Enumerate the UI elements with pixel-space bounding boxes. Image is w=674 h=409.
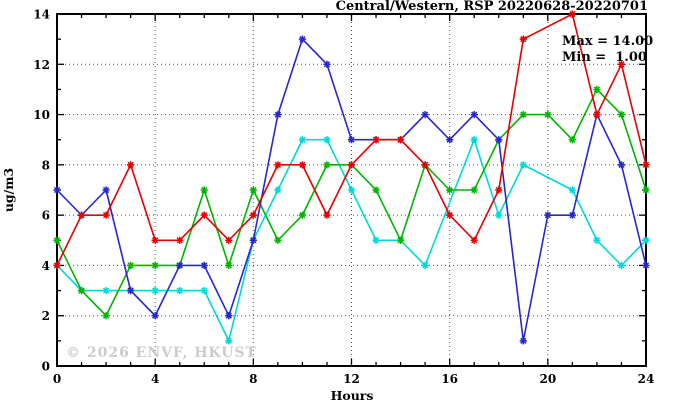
svg-text:4: 4 [151,372,159,386]
svg-text:2: 2 [42,309,50,323]
rsp-red [53,10,650,270]
legend-max-value: Max = 14.00 [562,34,653,49]
svg-text:12: 12 [343,372,360,386]
svg-text:4: 4 [42,259,50,273]
svg-text:12: 12 [33,58,50,72]
legend-min-value: Min = 1.00 [562,50,647,65]
x-axis-label: Hours [331,388,374,403]
svg-text:20: 20 [539,372,556,386]
y-axis-label: ug/m3 [1,168,16,212]
svg-text:8: 8 [249,372,257,386]
svg-text:10: 10 [33,108,50,122]
svg-text:0: 0 [53,372,61,386]
data-series [53,10,650,345]
watermark: © 2026 ENVF, HKUST [66,345,257,361]
chart-title: Central/Western, RSP 20220628-20220701 [336,0,648,14]
svg-text:24: 24 [638,372,655,386]
svg-text:8: 8 [42,158,50,172]
svg-text:16: 16 [441,372,458,386]
svg-text:6: 6 [42,209,50,223]
svg-text:0: 0 [42,360,50,374]
svg-text:14: 14 [33,8,50,22]
